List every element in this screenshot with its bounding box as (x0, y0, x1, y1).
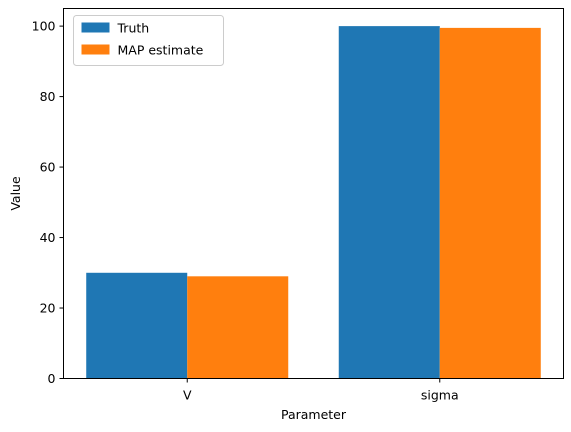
legend-swatch-map-estimate (81, 44, 110, 55)
y-tick-label: 60 (40, 160, 56, 175)
bar-map-estimate-v (187, 276, 289, 379)
bar-truth-sigma (338, 26, 440, 379)
legend-swatch-truth (81, 22, 110, 33)
y-tick-label: 40 (40, 230, 56, 245)
y-ticks-group: 0 20 40 60 80 100 (32, 19, 64, 386)
bar-truth-v (86, 272, 188, 379)
y-axis-label: Value (8, 176, 23, 211)
y-tick-label: 20 (40, 301, 56, 316)
legend-frame (73, 15, 224, 66)
legend-label-truth: Truth (117, 21, 150, 36)
y-tick-label: 80 (40, 89, 56, 104)
x-tick-label: sigma (421, 388, 459, 403)
bars-group (86, 26, 541, 379)
legend-label-map-estimate: MAP estimate (118, 43, 204, 58)
bar-map-estimate-sigma (439, 27, 541, 379)
y-tick-label: 100 (32, 19, 56, 34)
y-tick-label: 0 (48, 371, 56, 386)
axes-group (63, 8, 564, 379)
x-axis-label: Parameter (281, 407, 347, 422)
legend: Truth MAP estimate (73, 15, 224, 66)
plot-frame (63, 8, 564, 379)
x-tick-label: V (183, 388, 192, 403)
